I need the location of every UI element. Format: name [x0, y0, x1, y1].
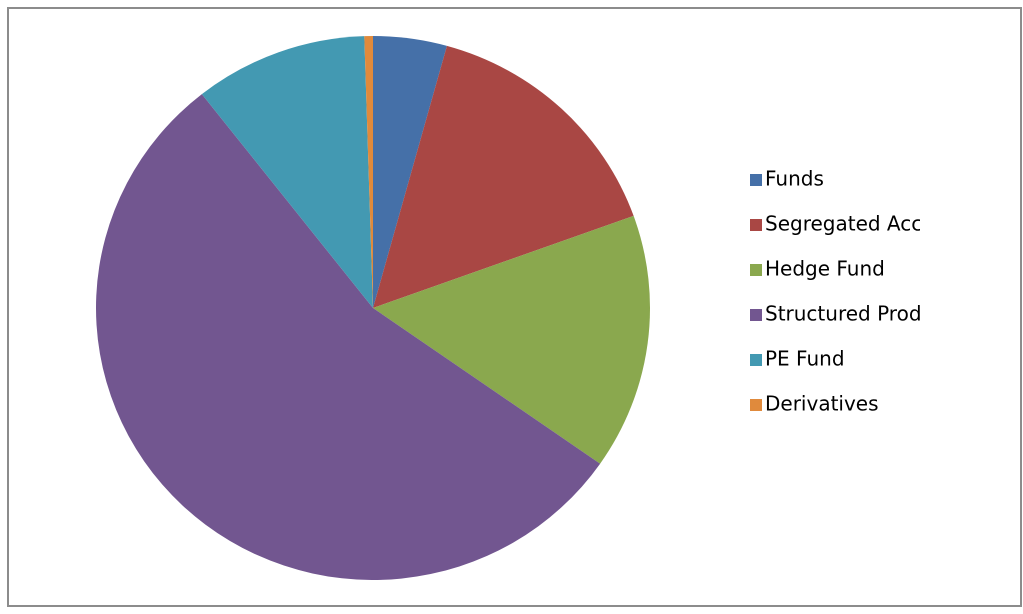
legend-swatch: [750, 264, 762, 276]
legend-label: Funds: [765, 167, 824, 191]
legend-swatch: [750, 354, 762, 366]
legend: Funds Segregated Accou Hedge Fund Structure…: [750, 167, 947, 416]
legend-label: Derivatives: [765, 392, 879, 416]
pie-slice: [201, 36, 373, 308]
pie-slice: [95, 94, 601, 581]
pie-slice: [373, 215, 650, 464]
legend-swatch: [750, 219, 762, 231]
legend-swatch: [750, 174, 762, 186]
legend-label: Segregated Accou: [765, 212, 947, 236]
pie-slice: [373, 36, 447, 308]
legend-label: Structured Produ: [765, 302, 934, 326]
legend-swatch: [750, 309, 762, 321]
legend-label: PE Fund: [765, 347, 845, 371]
legend-label: Hedge Fund: [765, 257, 885, 281]
pie-slice: [364, 36, 373, 308]
pie: [95, 36, 650, 581]
legend-swatch: [750, 399, 762, 411]
pie-slice: [373, 45, 634, 309]
